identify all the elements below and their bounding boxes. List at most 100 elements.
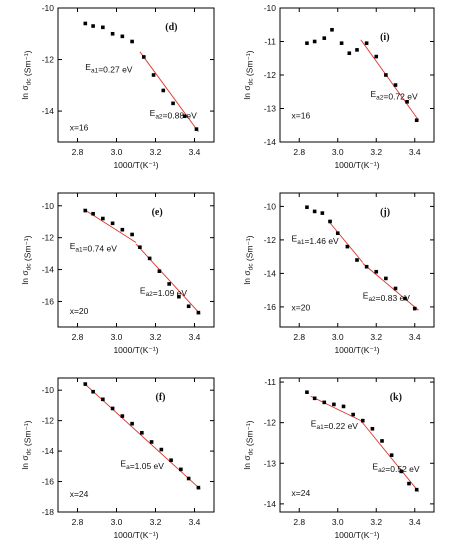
data-point [389,453,394,457]
y-tick-label: -14 [264,137,277,147]
y-tick-label: -16 [42,296,55,306]
y-tick-label: -12 [42,55,55,65]
y-tick-label: -18 [42,507,55,517]
y-tick-label: -10 [264,3,277,13]
y-tick-label: -13 [264,104,277,114]
fit-line [83,208,137,243]
annotation: x=24 [70,489,89,499]
data-point [393,83,398,87]
data-point [384,73,388,77]
data-point [374,269,379,274]
x-tick-label: 3.2 [370,147,382,157]
data-point [345,244,350,249]
x-axis-title: 1000/T(K⁻¹) [113,160,158,170]
x-tick-label: 3.2 [150,517,162,527]
chart-panel-5: 2.8 3.0 3.2 3.4 -10 -12 -14 -16 -18 1000/T(K⁻¹) ln… [20,377,215,540]
x-tick-label: 3.0 [111,517,123,527]
data-point [110,221,115,226]
x-tick-label: 2.8 [293,147,305,157]
data-point [179,467,183,472]
data-point [140,431,144,435]
data-point [370,426,375,431]
y-tick-label: -14 [42,265,55,275]
data-point [320,211,325,215]
x-tick-label: 2.8 [72,332,84,342]
annotation: Ea1=0.27 eV [85,62,133,75]
panel-label: (d) [165,22,177,33]
data-point [161,88,166,93]
data-point [159,447,164,452]
data-point [355,258,359,262]
plot-frame [279,192,435,328]
data-point [101,25,105,30]
x-tick-label: 3.0 [111,332,123,342]
data-point [91,389,95,394]
y-tick-label: -12 [264,418,277,428]
data-point [186,476,191,481]
y-tick-label: -10 [42,385,55,395]
y-axis-title: ln σdc (Sm⁻¹) [20,50,33,99]
annotation: Ea2=0.72 eV [370,89,418,102]
data-point [322,400,327,405]
data-point [130,421,134,426]
data-point [312,39,317,44]
data-point [186,304,191,309]
fit-line [360,420,419,492]
y-tick-label: -13 [264,458,277,468]
data-point [339,41,344,45]
data-point [120,34,125,39]
data-point [355,48,359,52]
data-point [374,54,379,59]
x-tick-label: 3.2 [370,517,382,527]
plot-frame [279,7,435,143]
annotation: Ea2=0.52 eV [372,461,420,474]
y-tick-label: -12 [264,70,277,80]
data-point [412,306,417,311]
data-point [393,286,398,291]
x-tick-label: 3.0 [332,332,344,342]
data-point [414,118,419,123]
data-point [157,269,162,273]
x-tick-label: 3.0 [332,147,344,157]
annotation: Ea1=0.22 eV [311,419,359,432]
fit-line [83,382,201,490]
annotation: (i) [380,32,389,43]
data-point [405,100,409,104]
annotation: Ea2=1.09 eV [140,286,188,299]
data-point [169,458,173,463]
y-axis-title: ln σdc (Sm⁻¹) [242,235,255,284]
data-point [384,276,388,281]
data-point [328,219,332,224]
y-tick-label: -10 [264,201,277,211]
data-point [360,418,365,423]
y-tick-label: -10 [42,3,55,13]
fit-line [360,39,419,121]
data-point [167,282,171,286]
y-tick-label: -11 [264,377,276,387]
x-axis-title: 1000/T(K⁻¹) [113,530,158,540]
data-point [182,114,187,119]
x-axis-title: 1000/T(K⁻¹) [334,160,379,170]
plot-frame [57,377,215,513]
data-point [196,310,201,315]
x-tick-label: 3.2 [370,332,382,342]
y-tick-label: -14 [264,499,277,509]
data-point [91,211,95,216]
y-tick-label: -10 [42,201,55,211]
x-axis-title: 1000/T(K⁻¹) [334,530,379,540]
plot-frame [57,7,215,143]
y-axis-title: ln σdc (Sm⁻¹) [20,235,33,284]
data-point [177,294,181,299]
x-tick-label: 2.8 [72,517,84,527]
y-axis-title: ln σdc (Sm⁻¹) [242,420,255,469]
fit-line [327,220,364,263]
data-point [403,296,407,301]
data-point [120,414,125,418]
data-point [364,41,369,45]
fit-line [310,395,362,422]
data-point [399,469,404,474]
fit-line [139,51,199,132]
chart-panel-2: 2.8 3.0 3.2 3.4 -10 -11 -12 -13 -14 1000/T(K⁻¹) ln… [242,3,435,170]
y-tick-label: -14 [264,268,277,278]
